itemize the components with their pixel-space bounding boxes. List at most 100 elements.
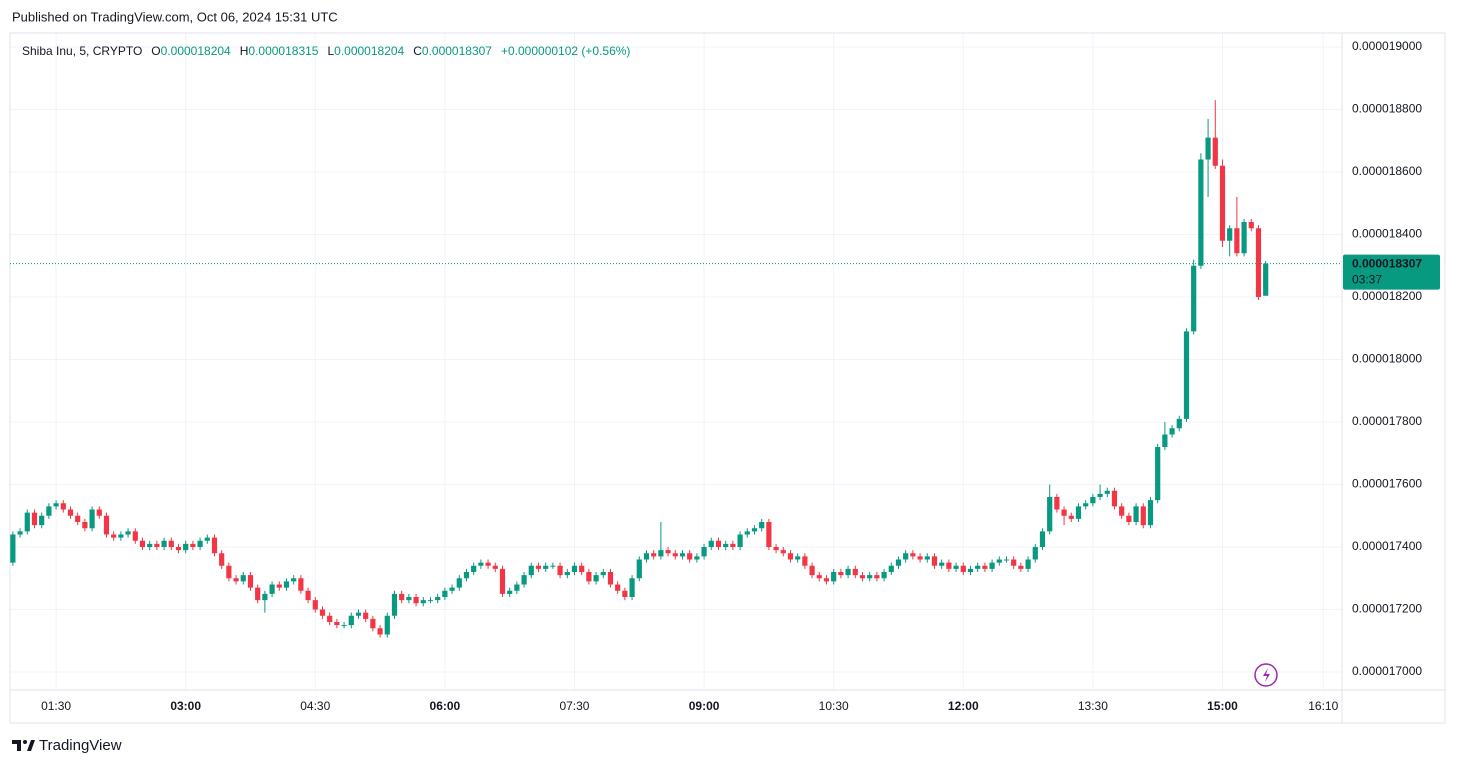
candle-body [881,572,887,579]
candle-body [845,568,851,576]
candle-body [139,540,146,547]
candle-body [1212,137,1218,166]
ohlc-value: 0.000018315 [248,44,319,58]
candle-body [478,562,484,566]
candle-body [24,512,30,532]
candle-body [1169,428,1175,435]
candle-body [924,556,930,560]
candle-body [759,522,765,529]
candle-body [233,578,239,582]
candle-body [1205,137,1211,160]
candle-body [780,550,786,554]
candle-body [1234,228,1240,254]
candle-body [658,550,664,557]
candle-body [622,590,628,597]
candle-body [435,597,441,601]
candle-body [492,565,498,569]
y-tick-label: 0.000017800 [1352,414,1422,428]
candle-body [420,600,426,604]
x-tick-label: 13:30 [1078,699,1108,713]
candle-body [255,587,261,601]
x-tick-label: 01:30 [41,699,71,713]
candle-body [1155,447,1161,501]
y-tick-label: 0.000017400 [1352,539,1422,553]
candle-body [89,509,95,529]
candle-body [226,565,232,579]
candle-body [391,593,398,616]
x-tick-label: 03:00 [170,699,201,713]
candle-body [1227,228,1233,241]
x-tick-label: 07:30 [559,699,589,713]
candle-body [960,565,966,572]
y-tick-label: 0.000018800 [1352,102,1422,116]
candle-body [823,578,830,582]
candle-body [514,584,520,591]
candle-body [485,562,491,566]
ohlc-label: L [327,44,335,58]
candle-body [31,512,38,526]
candle-body [1054,497,1060,510]
candle-body [535,565,542,569]
grid [10,33,1342,690]
x-tick-label: 04:30 [300,699,330,713]
candle-body [1119,506,1125,516]
chart-frame [9,32,1446,724]
candle-body [643,553,650,560]
candle-body [543,565,549,569]
candle-body [1003,559,1010,561]
candle-body [1263,263,1269,296]
x-tick-label: 06:00 [430,699,461,713]
candle-body [852,568,858,576]
candle-body [1025,559,1031,569]
candle-body [1248,222,1254,229]
y-tick-label: 0.000017600 [1352,477,1422,491]
candle-body [269,584,275,594]
candle-body [240,575,246,582]
candle-body [946,562,952,569]
candle-body [910,553,916,557]
candle-body [276,584,282,588]
candle-body [463,572,470,579]
candle-body [211,537,218,554]
candle-body [132,531,138,541]
alert-icon[interactable] [1254,663,1278,687]
candle-body [773,547,779,551]
candle-body [283,581,290,588]
last-price-box [1343,254,1440,290]
candle-body [219,553,225,566]
candle-body [1219,165,1226,241]
candle-body [917,556,923,560]
candle-body [327,615,333,622]
candle-body [1047,497,1053,532]
y-tick-label: 0.000018000 [1352,352,1422,366]
candle-body [895,559,902,566]
candle-body [312,600,318,610]
candle-body [10,534,16,563]
candle-body [521,575,527,585]
candle-body [456,578,462,588]
candle-body [629,578,635,597]
ohlc-label: C [413,44,422,58]
candle-body [298,578,304,591]
candle-body [442,590,448,597]
candle-body [377,628,383,635]
candle-body [838,572,844,576]
candle-body [370,618,376,629]
candle-body [1176,418,1182,429]
candle-body [802,556,808,566]
candle-body [1198,159,1204,266]
candle-body [708,540,714,547]
candle-body [154,543,160,547]
candle-body [471,565,477,572]
candle-body [147,543,153,547]
last-price-label: 0.000018307 [1352,257,1422,271]
candle-body [787,553,794,560]
candle-body [636,559,642,579]
candle-body [118,534,124,538]
candle-body [82,522,88,529]
candle-body [341,625,347,627]
candle-body [607,572,614,585]
candle-body [701,547,707,557]
candle-body [161,540,167,547]
candle-body [384,615,390,635]
